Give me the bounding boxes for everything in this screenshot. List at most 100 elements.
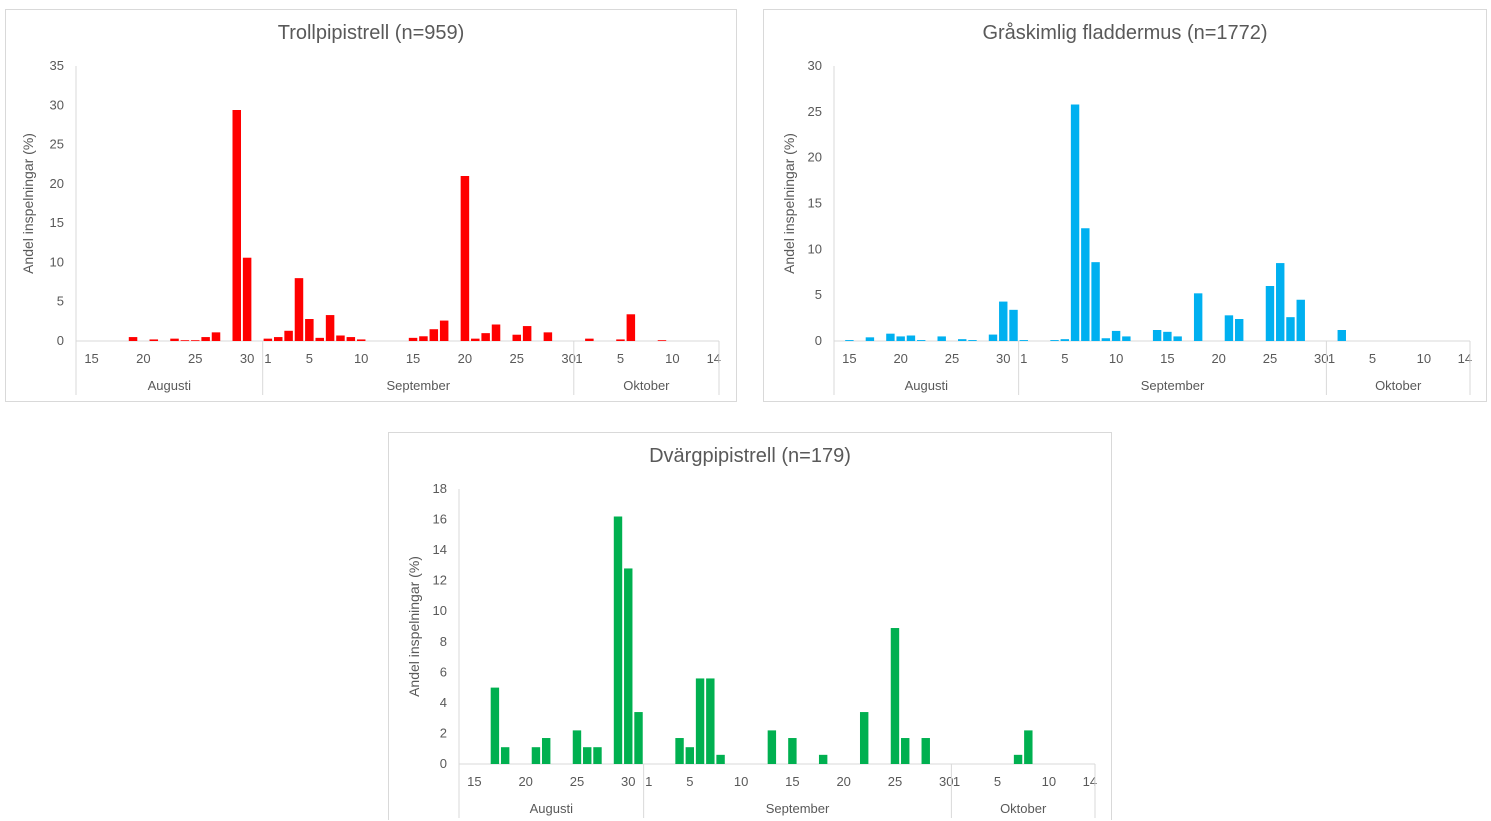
x-tick-label: 5 — [994, 774, 1001, 789]
y-tick-label: 25 — [808, 104, 822, 119]
bar — [685, 747, 695, 764]
x-tick-label: 15 — [467, 774, 481, 789]
bar — [500, 747, 510, 764]
month-label: Oktober — [1375, 378, 1422, 393]
x-tick-label: 1 — [575, 351, 582, 366]
y-axis-title: Andel inspelningar (%) — [781, 133, 797, 274]
bar — [490, 687, 500, 764]
y-tick-label: 5 — [815, 287, 822, 302]
x-tick-label: 15 — [842, 351, 856, 366]
bar — [1234, 319, 1244, 341]
x-tick-label: 10 — [1417, 351, 1431, 366]
y-tick-label: 5 — [57, 294, 64, 309]
chart-title: Trollpipistrell (n=959) — [277, 22, 465, 44]
bar — [1111, 330, 1121, 341]
bar — [541, 738, 551, 764]
bar — [616, 339, 625, 341]
x-tick-label: 30 — [240, 351, 254, 366]
x-tick-label: 5 — [1369, 351, 1376, 366]
x-tick-label: 30 — [621, 774, 635, 789]
bar — [242, 257, 252, 341]
x-tick-label: 15 — [785, 774, 799, 789]
bar — [191, 340, 200, 342]
x-tick-label: 30 — [996, 351, 1010, 366]
bar — [294, 278, 304, 341]
bar — [1265, 286, 1275, 341]
bar — [937, 336, 946, 341]
x-tick-label: 1 — [1020, 351, 1027, 366]
x-tick-label: 1 — [953, 774, 960, 789]
bar — [543, 332, 553, 341]
bar — [901, 738, 910, 764]
bar — [788, 738, 797, 764]
y-tick-label: 15 — [808, 196, 822, 211]
x-tick-label: 1 — [1328, 351, 1335, 366]
month-label: Augusti — [148, 378, 191, 393]
y-tick-label: 8 — [440, 634, 447, 649]
bar — [531, 747, 541, 764]
x-tick-label: 25 — [888, 774, 902, 789]
bar — [1122, 336, 1131, 341]
bar — [1286, 317, 1295, 341]
bar — [988, 334, 998, 341]
month-label: Augusti — [905, 378, 948, 393]
bar — [1091, 262, 1100, 341]
bar — [1163, 331, 1172, 341]
x-tick-label: 25 — [1263, 351, 1277, 366]
y-tick-label: 20 — [808, 150, 822, 165]
bar — [859, 712, 869, 764]
x-tick-label: 15 — [84, 351, 98, 366]
x-tick-label: 15 — [1160, 351, 1174, 366]
bar — [1060, 339, 1070, 341]
y-tick-label: 20 — [50, 176, 64, 191]
bar — [522, 326, 532, 341]
month-label: Oktober — [623, 378, 670, 393]
bar — [128, 337, 138, 341]
bar — [1024, 730, 1033, 764]
bar — [675, 738, 684, 764]
x-tick-label: 20 — [518, 774, 532, 789]
x-tick-label: 20 — [458, 351, 472, 366]
y-tick-label: 15 — [50, 215, 64, 230]
y-tick-label: 2 — [440, 725, 447, 740]
x-tick-label: 10 — [1042, 774, 1056, 789]
x-tick-label: 10 — [665, 351, 679, 366]
chart-title: Dvärgpipistrell (n=179) — [649, 445, 851, 467]
bar — [845, 340, 854, 341]
bar — [1152, 330, 1162, 341]
bar — [325, 315, 335, 341]
bar — [1013, 754, 1023, 764]
x-tick-label: 25 — [570, 774, 584, 789]
bar — [999, 301, 1008, 341]
month-label: September — [386, 378, 450, 393]
bar — [968, 340, 977, 341]
x-tick-label: 5 — [617, 351, 624, 366]
bar — [695, 678, 705, 764]
bar — [706, 678, 715, 764]
bar — [356, 339, 366, 341]
bar — [263, 338, 273, 341]
x-tick-label: 5 — [686, 774, 693, 789]
bar — [767, 730, 777, 764]
x-tick-label: 1 — [264, 351, 271, 366]
x-tick-label: 30 — [939, 774, 953, 789]
bar — [583, 747, 592, 764]
bar — [1019, 340, 1028, 341]
bar — [439, 320, 449, 341]
bar — [1070, 104, 1080, 341]
bar — [626, 314, 636, 341]
bar — [1296, 299, 1305, 341]
bar — [491, 324, 501, 341]
y-tick-label: 4 — [440, 695, 447, 710]
bar — [481, 333, 490, 341]
x-tick-label: 20 — [1211, 351, 1225, 366]
bar — [336, 335, 345, 341]
bar — [716, 754, 725, 764]
bar — [865, 337, 875, 341]
y-axis-title: Andel inspelningar (%) — [406, 556, 422, 697]
bar — [916, 340, 926, 341]
bar — [149, 339, 159, 341]
bar — [890, 628, 900, 764]
bar — [613, 516, 623, 764]
